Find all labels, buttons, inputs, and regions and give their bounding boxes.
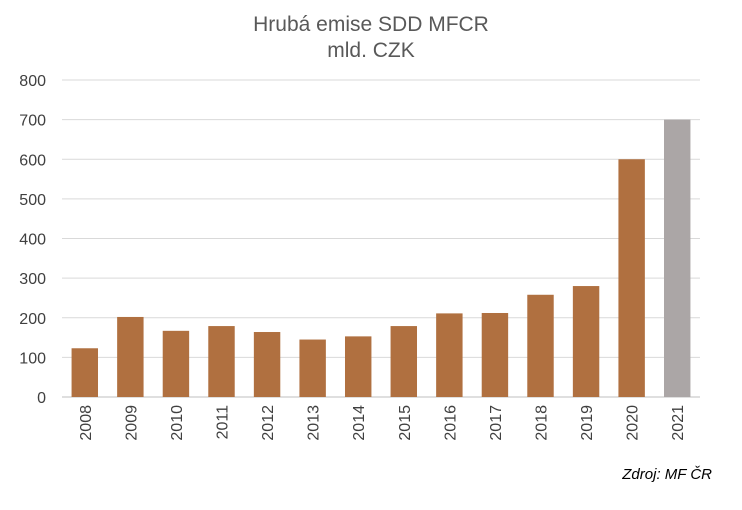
x-tick-label: 2018 (534, 405, 551, 441)
x-axis-ticks: 2008 2009 2010 2011 2012 2013 2014 2015 2016 2017… (78, 405, 687, 441)
chart-title: Hrubá emise SDD MFCR (253, 13, 489, 36)
x-tick-label: 2017 (488, 405, 505, 441)
y-tick-label: 600 (19, 152, 46, 169)
y-axis-ticks: 0 100 200 300 400 500 600 700 800 (19, 73, 46, 407)
x-tick-label: 2020 (625, 405, 642, 441)
x-tick-label: 2012 (260, 405, 277, 441)
bar-2019 (572, 286, 600, 397)
y-tick-label: 100 (19, 350, 46, 367)
bar-2010 (162, 330, 190, 397)
y-tick-label: 200 (19, 311, 46, 328)
x-tick-label: 2010 (169, 405, 186, 441)
bar-2018 (527, 294, 554, 397)
x-tick-label: 2014 (351, 405, 368, 441)
y-tick-label: 400 (19, 232, 46, 249)
y-tick-label: 800 (19, 73, 46, 90)
bar-2009 (117, 316, 144, 397)
bar-2021 (663, 119, 691, 397)
bar-2015 (390, 326, 418, 397)
source-note: Zdroj: MF ČR (622, 466, 712, 483)
bar-2014 (344, 336, 372, 397)
y-tick-label: 300 (19, 271, 46, 288)
x-tick-label: 2009 (123, 405, 140, 441)
x-tick-label: 2008 (78, 405, 95, 441)
bar-2012 (253, 332, 281, 397)
x-tick-label: 2016 (442, 405, 459, 441)
x-tick-label: 2021 (670, 405, 687, 441)
chart-subtitle: mld. CZK (327, 39, 415, 62)
bar-2017 (481, 312, 509, 397)
bar-2020 (618, 159, 645, 397)
x-tick-label: 2015 (397, 405, 414, 441)
x-tick-label: 2019 (579, 405, 596, 441)
bar-2013 (299, 339, 326, 397)
bar-2008 (71, 348, 99, 397)
y-tick-label: 700 (19, 113, 46, 130)
y-tick-label: 500 (19, 192, 46, 209)
bar-2016 (436, 313, 463, 397)
x-tick-label: 2013 (306, 405, 323, 441)
x-tick-label: 2011 (215, 405, 232, 440)
bar-2011 (208, 326, 235, 397)
bars (71, 119, 691, 397)
gridlines (62, 79, 700, 398)
y-tick-label: 0 (37, 390, 46, 407)
